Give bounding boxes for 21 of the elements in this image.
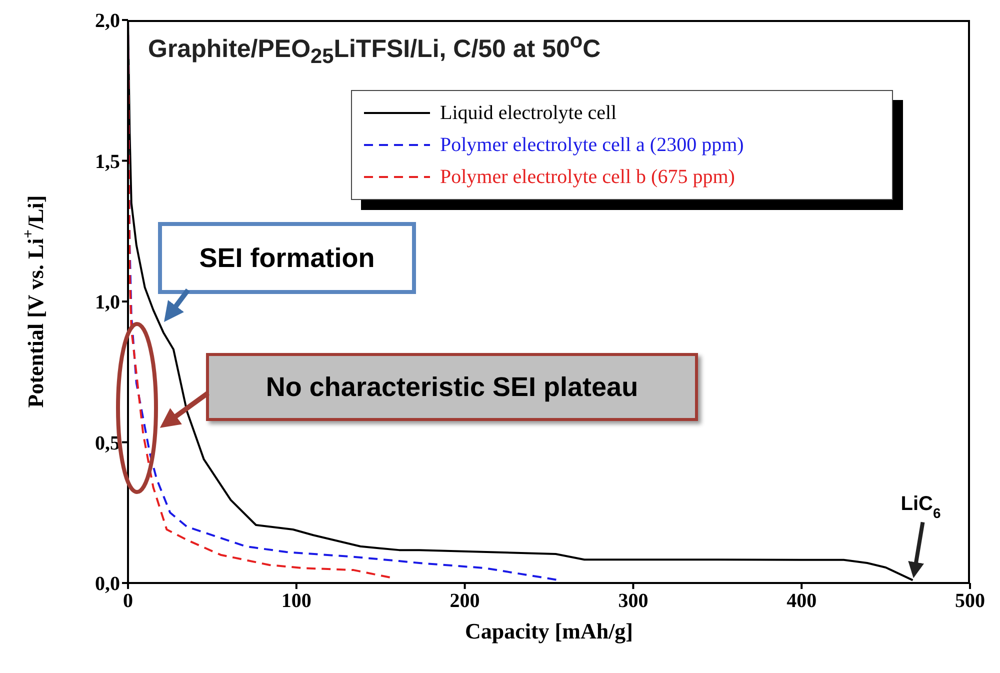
y-tick-label: 1,0 xyxy=(95,292,120,314)
annotation: SEI formation xyxy=(199,242,375,274)
annotation: LiC$_{6}$ xyxy=(900,493,941,522)
y-tick-label: 0,5 xyxy=(95,432,120,454)
x-tick-label: 100 xyxy=(281,590,312,612)
x-tick-label: 300 xyxy=(618,590,648,612)
legend-label: Polymer electrolyte cell a (2300 ppm) xyxy=(440,134,744,156)
label-box: No characteristic SEI plateau xyxy=(206,353,698,421)
text: Graphite/PEO$_{25}$LiTFSI/Li, C/50 at 50$^{o}$C xyxy=(148,30,601,68)
x-tick-label: 0 xyxy=(123,590,133,612)
y-tick-label: 0,0 xyxy=(95,573,120,596)
label-box: SEI formation xyxy=(158,222,416,294)
y-tick-label: 1,5 xyxy=(95,150,120,173)
x-tick-label: 500 xyxy=(955,590,985,612)
y-tick-label: 2,0 xyxy=(95,10,120,32)
x-axis-title: Capacity [mAh/g] xyxy=(464,618,634,644)
annotation: No characteristic SEI plateau xyxy=(266,372,638,402)
legend-label: Polymer electrolyte cell b (675 ppm) xyxy=(440,166,735,188)
legend-label: Liquid electrolyte cell xyxy=(440,102,617,124)
x-tick-label: 400 xyxy=(786,590,817,612)
x-tick-label: 200 xyxy=(450,590,480,612)
